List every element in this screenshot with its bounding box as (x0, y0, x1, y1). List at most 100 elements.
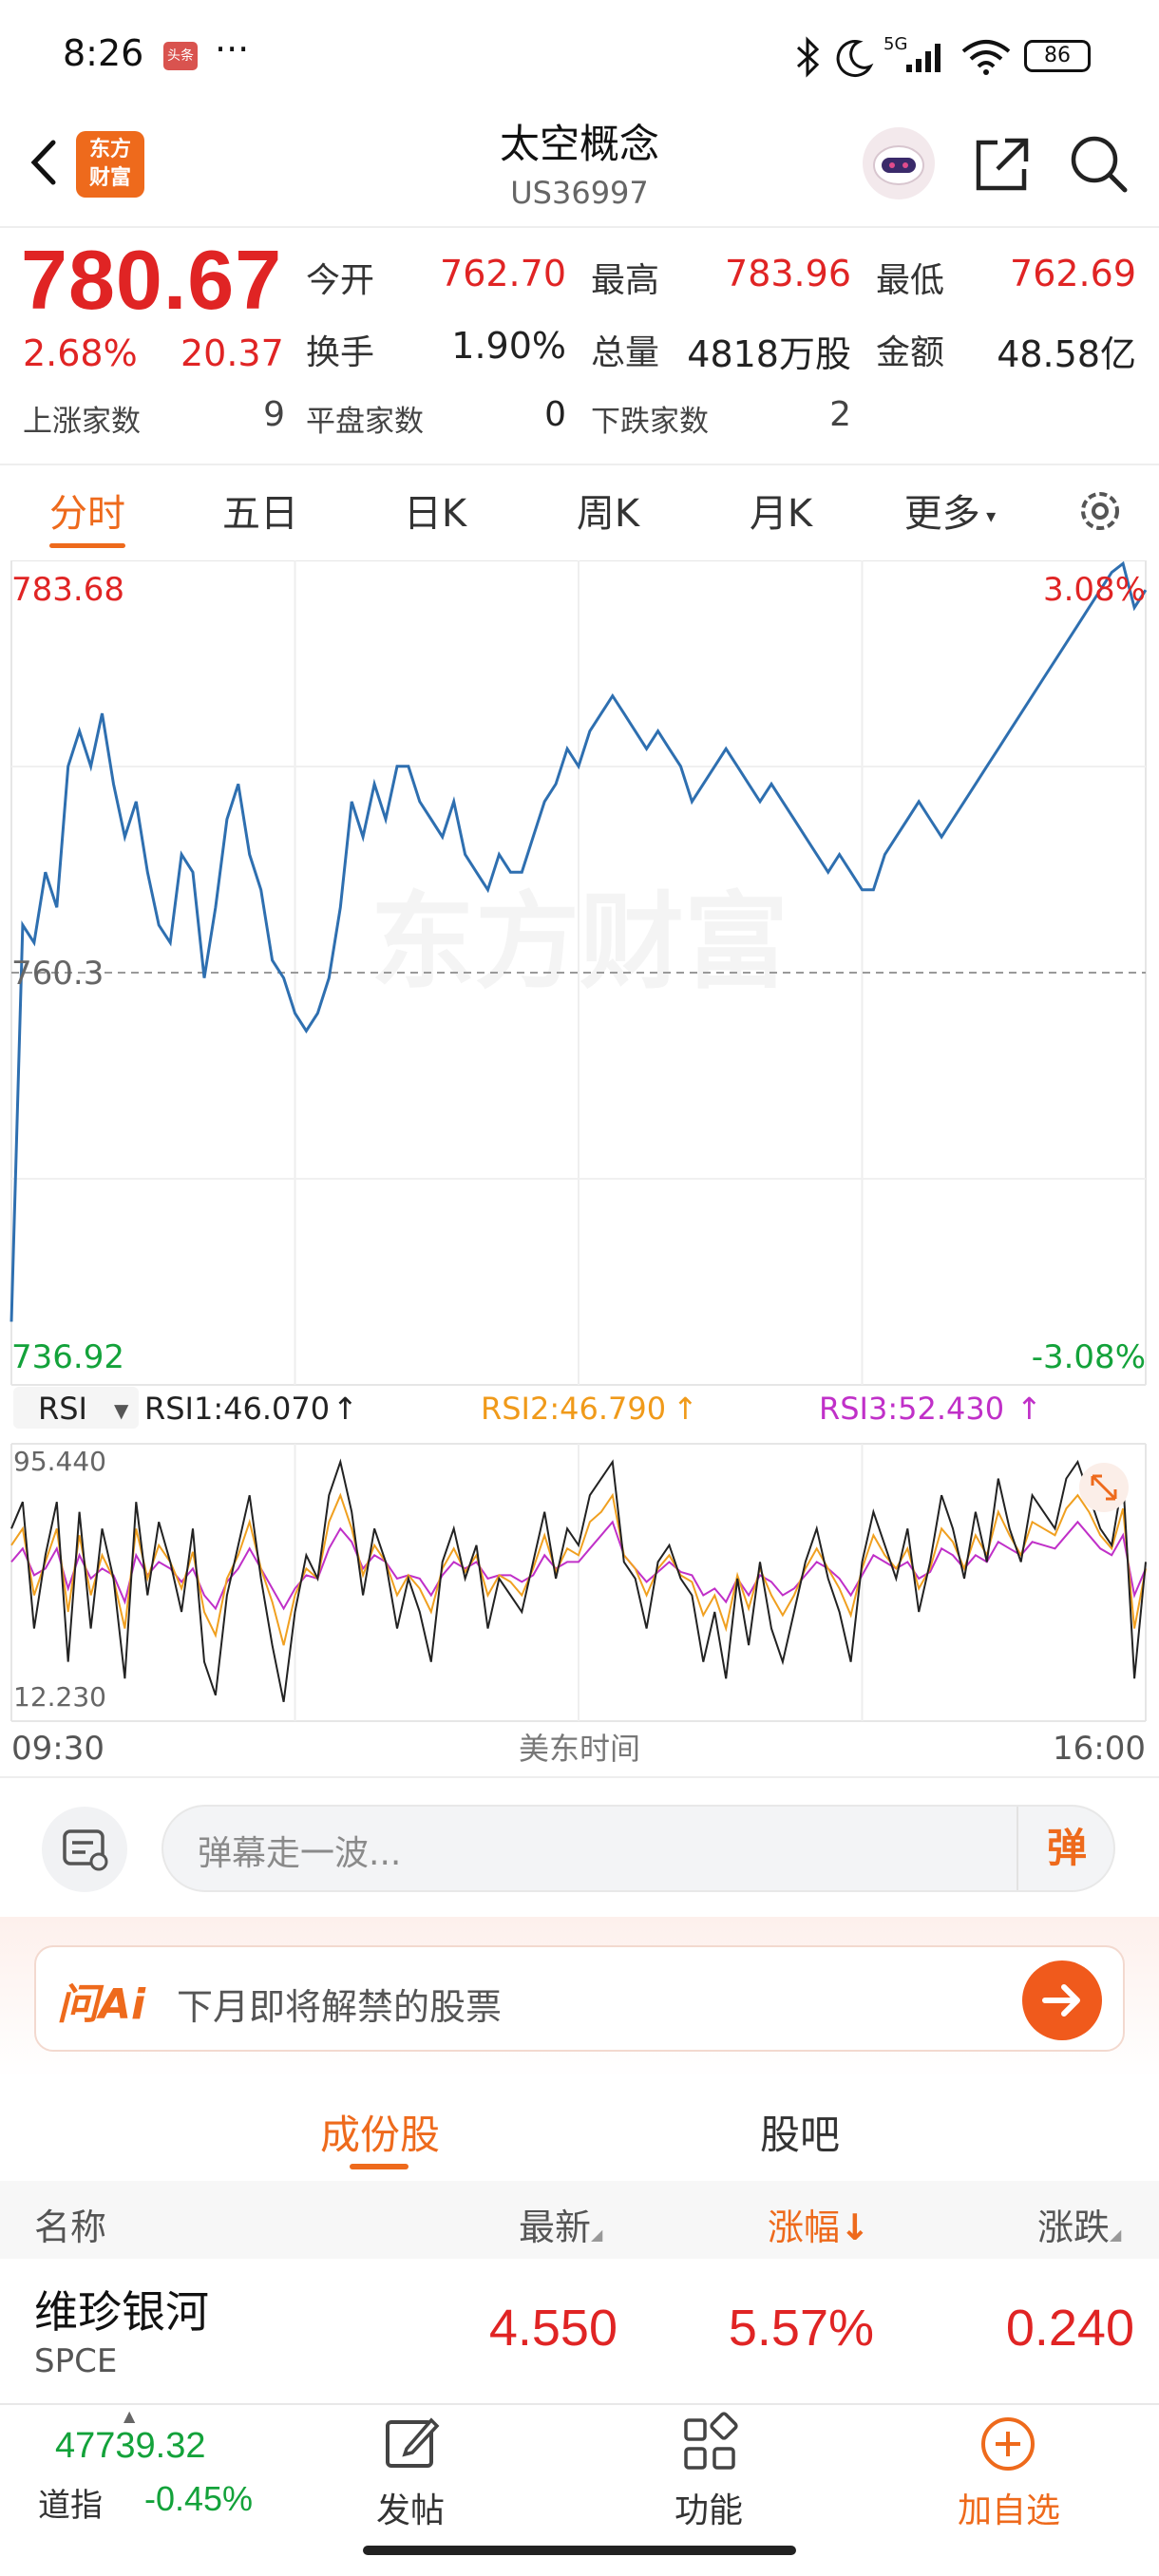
rsi2-arrow-icon: ↑ (673, 1391, 698, 1427)
price-min-label: 736.92 (11, 1338, 124, 1376)
x-tick-end: 16:00 (1053, 1730, 1146, 1768)
rsi1-label: RSI1:46.070 (144, 1391, 330, 1427)
rsi3-label: RSI3:52.430 (819, 1391, 1004, 1427)
ai-logo: 问Ai (57, 1980, 146, 2029)
ai-robot-icon[interactable] (863, 127, 935, 199)
caret-down-icon: ▾ (979, 504, 997, 527)
chart-watermark: 东方财富 (370, 881, 788, 1003)
current-price: 780.67 (21, 233, 283, 327)
nav-add-watchlist[interactable]: 加自选 (957, 2491, 1060, 2530)
sort-desc-icon: ↓ (840, 2207, 870, 2248)
up-count: 9 (263, 395, 285, 434)
indicator-select: RSI (38, 1391, 87, 1427)
row-change: 0.240 (1005, 2300, 1134, 2357)
rsi3-arrow-icon: ↑ (1016, 1391, 1042, 1427)
rsi-min-label: 12.230 (13, 1681, 106, 1713)
status-bar: 8:26 头条 ··· 5G 86 (0, 0, 1159, 112)
row-latest: 4.550 (488, 2300, 618, 2357)
column-change-pct-label: 涨幅 (768, 2207, 841, 2248)
column-change-pct[interactable]: 涨幅↓ (768, 2198, 870, 2250)
share-icon[interactable] (969, 131, 1036, 198)
moon-icon (836, 40, 874, 78)
price-max-pct-label: 3.08% (1043, 571, 1146, 609)
logo-line-1: 东方 (88, 138, 131, 161)
tab-more[interactable]: 更多 ▾ (874, 483, 1026, 538)
x-tick-start: 09:30 (11, 1730, 104, 1768)
low-value: 762.69 (1010, 253, 1136, 294)
tab-intraday[interactable]: 分时 (49, 492, 125, 536)
wifi-icon (961, 40, 1011, 75)
flat-count: 0 (544, 395, 566, 434)
comment-list-icon[interactable] (42, 1807, 127, 1892)
gear-icon[interactable] (1074, 484, 1127, 538)
add-circle-icon[interactable] (975, 2411, 1041, 2477)
volume-label: 总量 (591, 333, 660, 372)
amount-value: 48.58亿 (997, 333, 1136, 375)
tab-five-day[interactable]: 五日 (222, 492, 298, 536)
search-icon[interactable] (1066, 131, 1132, 198)
high-label: 最高 (591, 261, 660, 300)
column-change[interactable]: 涨跌◢ (1037, 2198, 1121, 2250)
down-count: 2 (829, 395, 851, 434)
open-label: 今开 (306, 261, 375, 300)
column-change-label: 涨跌 (1037, 2207, 1111, 2248)
open-value: 762.70 (440, 253, 566, 294)
caret-up-icon: ▲ (124, 2407, 136, 2425)
functions-grid-icon[interactable] (676, 2411, 743, 2477)
x-tick-mid: 美东时间 (519, 1731, 640, 1767)
index-change: -0.45% (144, 2479, 254, 2518)
column-name: 名称 (34, 2207, 107, 2248)
app-logo: 东方 财富 (76, 131, 144, 198)
chart-divider (0, 1776, 1159, 1778)
comment-input[interactable] (162, 1805, 1115, 1892)
battery-indicator: 86 (1024, 40, 1091, 72)
column-latest[interactable]: 最新◢ (519, 2198, 602, 2250)
header-divider (0, 226, 1159, 228)
arrow-right-icon[interactable] (1022, 1960, 1102, 2040)
ai-question-card[interactable] (34, 1945, 1125, 2052)
logo-line-2: 财富 (88, 166, 131, 190)
rsi-grid (10, 1443, 1147, 1722)
low-label: 最低 (876, 261, 945, 300)
nav-post[interactable]: 发帖 (375, 2491, 445, 2530)
down-count-label: 下跌家数 (591, 405, 709, 439)
quote-divider (0, 464, 1159, 465)
row-change-pct: 5.57% (728, 2300, 874, 2357)
prev-close-label: 760.3 (11, 955, 104, 993)
tab-daily-k[interactable]: 日K (403, 492, 467, 536)
edit-post-icon[interactable] (378, 2411, 445, 2477)
turnover-value: 1.90% (451, 325, 566, 367)
rsi1-line (10, 1458, 1147, 1702)
index-value[interactable]: 47739.32 (55, 2426, 206, 2466)
rsi3-line (10, 1520, 1147, 1611)
change-percent: 2.68% (23, 332, 138, 374)
tab-weekly-k[interactable]: 周K (576, 492, 640, 536)
status-more-dots: ··· (215, 28, 250, 70)
turnover-label: 换手 (306, 333, 375, 372)
sort-icon: ◢ (1110, 2226, 1122, 2244)
bluetooth-icon (796, 36, 820, 78)
tab-monthly-k[interactable]: 月K (749, 492, 813, 536)
active-tab-indicator (49, 543, 125, 548)
status-time: 8:26 (63, 32, 144, 74)
price-min-pct-label: -3.08% (1032, 1338, 1146, 1376)
rsi1-arrow-icon: ↑ (332, 1391, 358, 1427)
amount-label: 金额 (876, 333, 945, 372)
signal-icon (906, 44, 940, 72)
ai-prompt-text[interactable]: 下月即将解禁的股票 (177, 1986, 503, 2028)
back-button[interactable] (17, 129, 74, 196)
volume-value: 4818万股 (687, 333, 851, 375)
home-indicator[interactable] (363, 2546, 796, 2555)
high-value: 783.96 (725, 253, 851, 294)
row-stock-name: 维珍银河 (34, 2286, 209, 2338)
sort-icon: ◢ (591, 2226, 603, 2244)
intraday-chart[interactable]: 东方财富 783.68 3.08% 760.3 736.92 -3.08% RS… (0, 560, 1159, 1786)
danmu-button[interactable]: 弹 (1016, 1807, 1115, 1890)
rsi-max-label: 95.440 (13, 1446, 106, 1477)
nav-functions[interactable]: 功能 (674, 2491, 743, 2530)
column-latest-label: 最新 (519, 2207, 592, 2248)
tab-constituents[interactable]: 成份股 (319, 2112, 440, 2158)
tab-stock-forum[interactable]: 股吧 (759, 2112, 840, 2158)
page-title: 太空概念 (499, 121, 659, 167)
comment-placeholder: 弹幕走一波... (198, 1834, 402, 1873)
